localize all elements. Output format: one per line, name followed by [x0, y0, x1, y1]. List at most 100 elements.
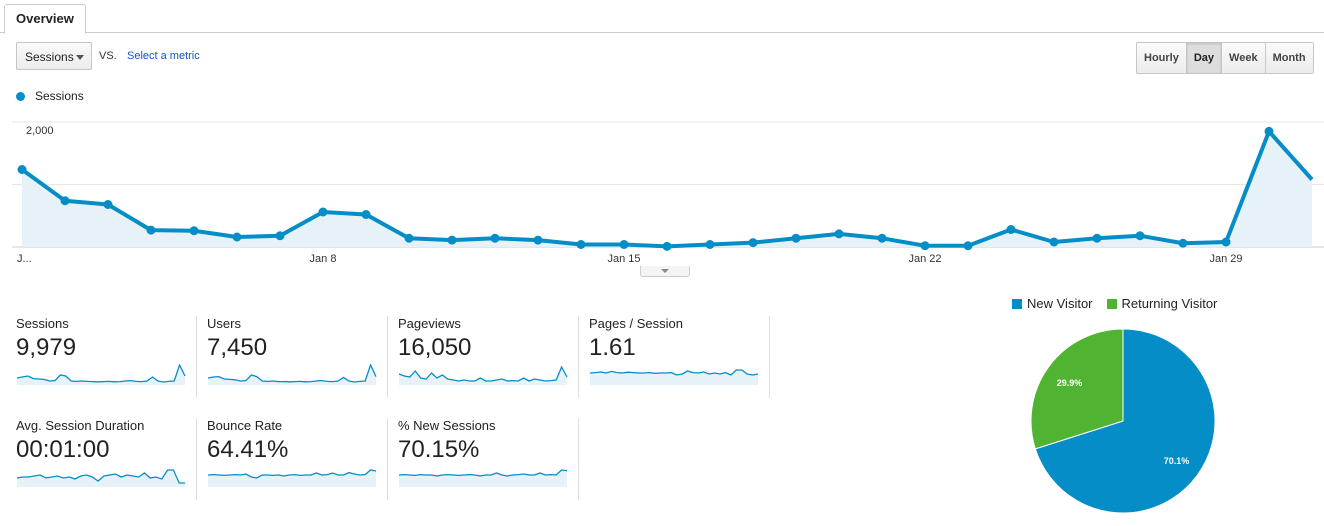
sparkline-line	[207, 364, 377, 383]
data-point[interactable]	[232, 232, 242, 242]
sessions-line	[20, 129, 1314, 249]
metric-tile[interactable]: Pages / Session 1.61	[589, 316, 770, 398]
pie-slice-label: 70.1%	[1164, 456, 1190, 466]
metric-label: Bounce Rate	[207, 418, 283, 433]
data-point[interactable]	[1221, 237, 1231, 247]
x-tick-label: J...	[17, 253, 32, 265]
sparkline-line	[16, 469, 185, 484]
data-point[interactable]	[17, 165, 27, 174]
metric-label: Pageviews	[398, 316, 461, 331]
metric-tile[interactable]: Avg. Session Duration 00:01:00	[16, 418, 197, 500]
chart-expand-handle[interactable]	[640, 266, 690, 277]
metric-label: % New Sessions	[398, 418, 496, 433]
data-point[interactable]	[1264, 126, 1274, 136]
x-tick-label: Jan 29	[1209, 253, 1242, 265]
sparkline-line	[398, 365, 568, 382]
data-point[interactable]	[662, 241, 672, 251]
metric-label: Users	[207, 316, 241, 331]
tab-bar: Overview	[0, 0, 1324, 34]
data-point[interactable]	[189, 226, 199, 236]
data-point[interactable]	[1006, 225, 1016, 234]
data-point[interactable]	[60, 196, 70, 206]
returning-visitor-swatch	[1106, 298, 1117, 309]
data-point[interactable]	[619, 240, 629, 249]
metric-tile[interactable]: Bounce Rate 64.41%	[207, 418, 388, 500]
tab-overview[interactable]: Overview	[4, 4, 86, 34]
period-hourly-button[interactable]: Hourly	[1137, 43, 1186, 73]
chevron-down-icon	[76, 55, 84, 60]
sparkline-area	[399, 367, 567, 385]
visitor-pie-chart: 70.1% 29.9%	[1030, 328, 1216, 514]
metric-sparkline	[398, 365, 568, 385]
data-point[interactable]	[318, 207, 328, 217]
pie-slice-label: 29.9%	[1057, 378, 1083, 388]
data-point[interactable]	[447, 235, 457, 245]
x-tick-label: Jan 15	[607, 253, 640, 265]
pie-legend: New Visitor Returning Visitor	[1012, 296, 1231, 311]
metric-sparkline	[589, 369, 759, 385]
metric-label: Pages / Session	[589, 316, 683, 331]
y-tick-label: 2,000	[26, 125, 54, 137]
data-point[interactable]	[1135, 231, 1145, 241]
pie-slice[interactable]	[1030, 328, 1124, 450]
sessions-legend-dot	[16, 91, 25, 101]
vs-label: VS.	[99, 50, 117, 62]
sparkline-area	[208, 365, 376, 385]
data-point[interactable]	[576, 240, 586, 249]
metric-tile[interactable]: Sessions 9,979	[16, 316, 197, 398]
metric-sparkline	[16, 364, 186, 385]
data-point[interactable]	[490, 233, 500, 243]
data-point[interactable]	[533, 235, 543, 245]
data-point[interactable]	[963, 241, 973, 251]
metric-value: 1.61	[589, 334, 636, 361]
pie-slice[interactable]	[1034, 328, 1216, 514]
sparkline-line	[207, 469, 377, 479]
chart-legend[interactable]: Sessions	[16, 89, 84, 103]
pie-legend-label: New Visitor	[1027, 296, 1093, 311]
data-point[interactable]	[791, 233, 801, 243]
sessions-legend-label: Sessions	[35, 89, 84, 103]
sparkline-line	[589, 369, 759, 376]
period-month-button[interactable]: Month	[1264, 43, 1313, 73]
sparkline-area	[208, 470, 376, 487]
pie-legend-item-returning[interactable]: Returning Visitor	[1106, 296, 1218, 311]
data-point[interactable]	[920, 241, 930, 251]
metric-label: Avg. Session Duration	[16, 418, 145, 433]
metric-tile[interactable]: % New Sessions 70.15%	[398, 418, 579, 500]
pie-legend-item-new[interactable]: New Visitor	[1012, 296, 1093, 311]
sparkline-line	[398, 469, 568, 477]
x-tick-label: Jan 8	[310, 253, 337, 265]
data-point[interactable]	[146, 225, 156, 235]
metric-sparkline	[207, 469, 377, 487]
x-tick-label: Jan 22	[908, 253, 941, 265]
period-day-button[interactable]: Day	[1185, 43, 1222, 73]
metric-value: 64.41%	[207, 436, 289, 463]
data-point[interactable]	[275, 231, 285, 241]
sparkline-area	[399, 470, 567, 487]
data-point[interactable]	[877, 233, 887, 243]
metric-value: 70.15%	[398, 436, 480, 463]
data-point[interactable]	[1049, 237, 1059, 247]
data-point[interactable]	[404, 233, 414, 243]
data-point[interactable]	[361, 210, 371, 219]
sparkline-area	[17, 365, 185, 385]
metric-value: 9,979	[16, 334, 77, 361]
period-week-button[interactable]: Week	[1221, 43, 1265, 73]
data-point[interactable]	[1178, 238, 1188, 248]
metric-tile[interactable]: Pageviews 16,050	[398, 316, 579, 398]
data-point[interactable]	[834, 229, 844, 239]
pie-legend-label: Returning Visitor	[1121, 296, 1218, 311]
metric-sparkline	[398, 469, 568, 487]
period-selector: Hourly Day Week Month	[1136, 42, 1314, 74]
metric-tile[interactable]: Users 7,450	[207, 316, 388, 398]
data-point[interactable]	[103, 200, 113, 209]
metric-value: 7,450	[207, 334, 268, 361]
metric-label: Sessions	[16, 316, 69, 331]
data-point[interactable]	[1092, 233, 1102, 243]
metric-value: 00:01:00	[16, 436, 110, 463]
data-point[interactable]	[748, 238, 758, 248]
data-point[interactable]	[705, 240, 715, 249]
metric-dropdown[interactable]: Sessions	[16, 42, 92, 70]
select-metric-link[interactable]: Select a metric	[127, 50, 200, 62]
